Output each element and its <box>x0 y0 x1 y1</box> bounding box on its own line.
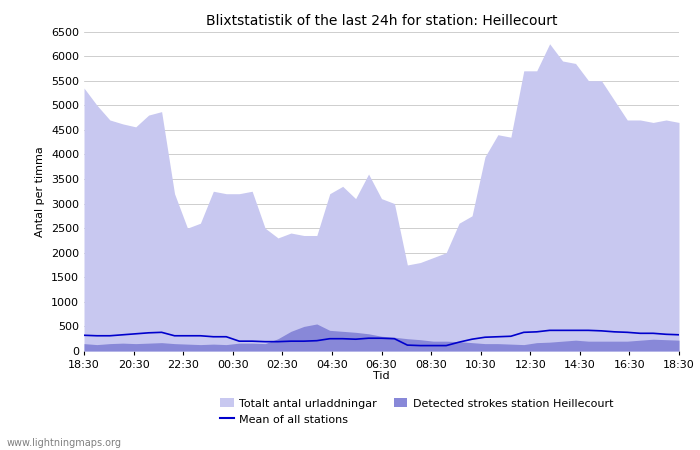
Title: Blixtstatistik of the last 24h for station: Heillecourt: Blixtstatistik of the last 24h for stati… <box>206 14 557 27</box>
X-axis label: Tid: Tid <box>373 371 390 382</box>
Y-axis label: Antal per timma: Antal per timma <box>36 146 46 237</box>
Legend: Totalt antal urladdningar, Mean of all stations, Detected strokes station Heille: Totalt antal urladdningar, Mean of all s… <box>220 398 613 424</box>
Text: www.lightningmaps.org: www.lightningmaps.org <box>7 438 122 448</box>
